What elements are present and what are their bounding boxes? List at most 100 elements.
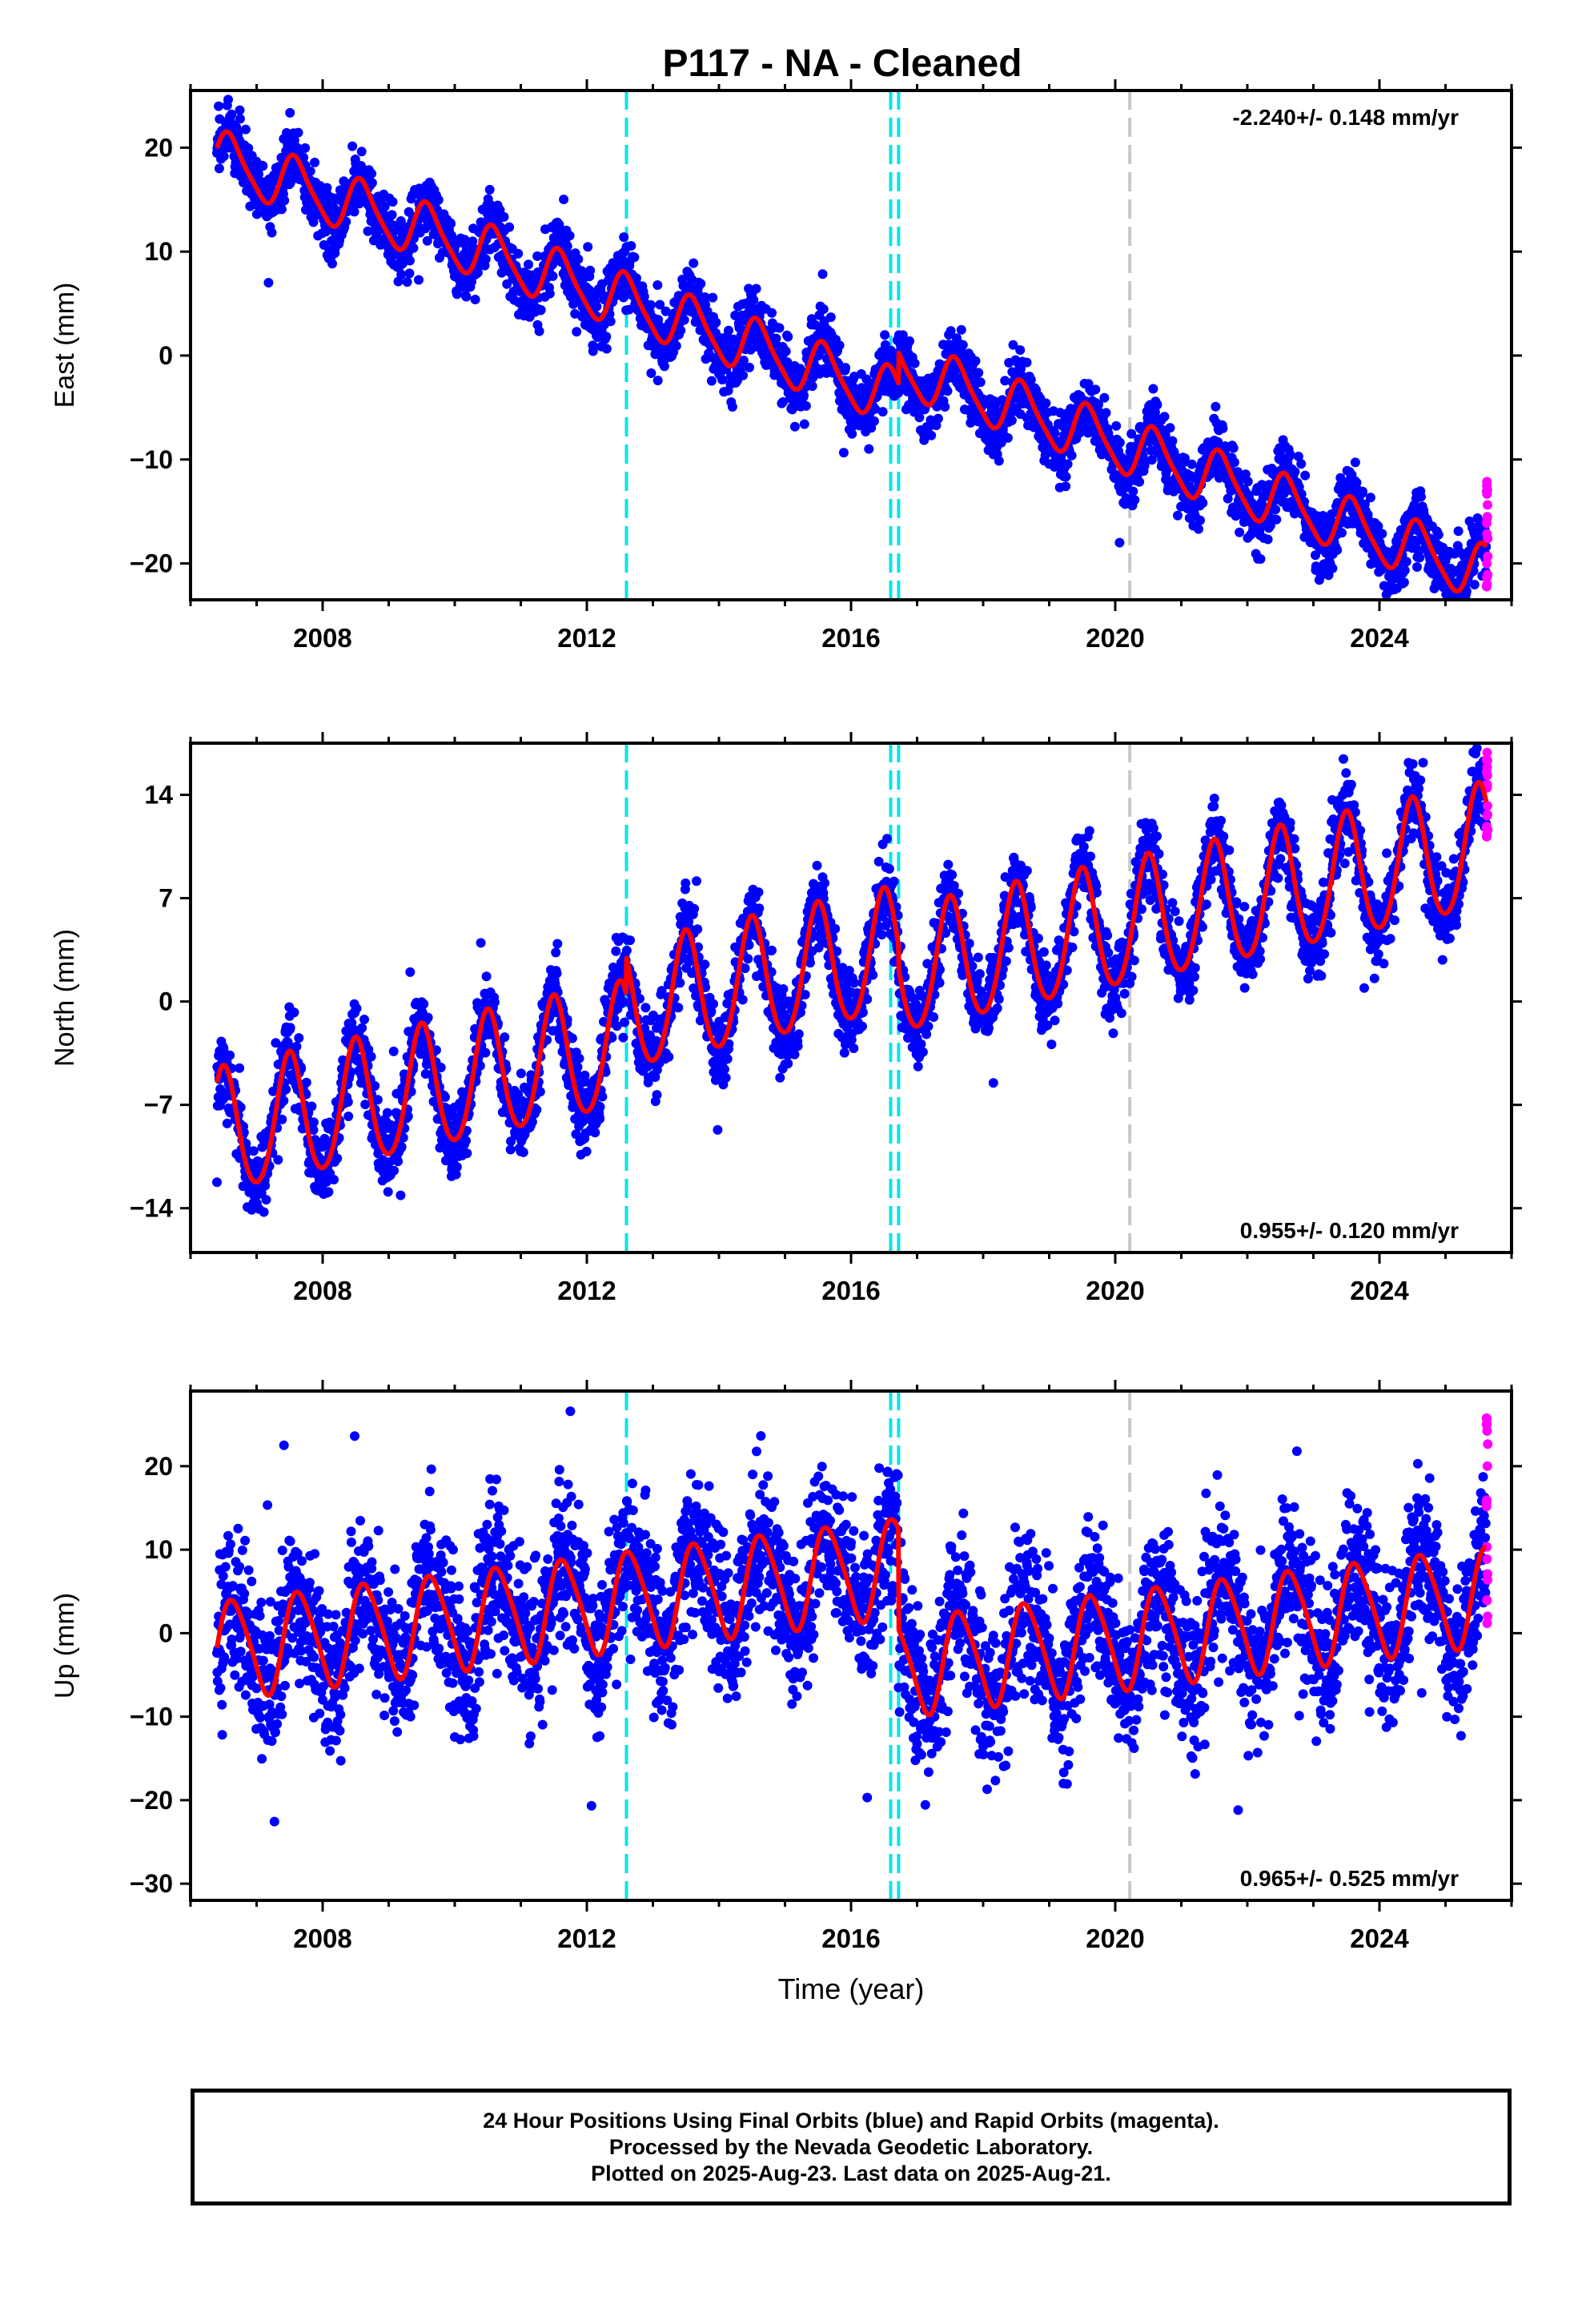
data-point	[583, 242, 593, 252]
data-point	[532, 1104, 542, 1115]
data-point	[240, 124, 251, 135]
data-point	[214, 101, 224, 111]
data-point	[717, 375, 728, 385]
data-point	[294, 1033, 304, 1043]
data-point	[277, 1114, 287, 1124]
data-point	[646, 300, 656, 310]
x-tick-label: 2012	[557, 623, 616, 653]
data-point	[1159, 412, 1170, 422]
data-point	[619, 232, 629, 243]
data-point	[476, 938, 486, 948]
data-point	[276, 204, 287, 215]
data-point	[738, 370, 749, 380]
data-point	[470, 295, 480, 304]
data-point	[532, 251, 543, 261]
x-tick-label: 2008	[293, 623, 351, 653]
data-point	[975, 377, 986, 388]
data-point	[1446, 610, 1456, 620]
data-point	[396, 269, 407, 279]
data-point	[347, 141, 358, 151]
data-point	[273, 1155, 283, 1165]
y-tick-label: 20	[144, 133, 173, 162]
data-point	[676, 325, 686, 336]
data-point	[1173, 510, 1182, 521]
data-point	[499, 211, 509, 222]
data-point	[219, 151, 229, 162]
data-point	[708, 292, 718, 303]
data-point	[472, 267, 483, 278]
data-point	[260, 1180, 271, 1191]
data-point	[1255, 554, 1266, 564]
data-point	[551, 947, 561, 958]
data-point	[293, 127, 303, 138]
data-point	[1416, 492, 1426, 502]
data-point	[1443, 613, 1452, 623]
final-orbit-points	[212, 94, 1492, 623]
data-point	[933, 413, 943, 424]
data-point	[1453, 526, 1464, 537]
data-point	[1271, 514, 1282, 525]
data-point	[446, 219, 456, 229]
data-point	[285, 107, 295, 118]
data-point	[460, 235, 470, 245]
data-point	[259, 1207, 269, 1217]
data-point	[382, 1108, 392, 1118]
data-point	[301, 1077, 311, 1088]
data-point	[214, 163, 224, 174]
data-point	[261, 1195, 271, 1205]
data-point	[1337, 528, 1347, 538]
data-point	[801, 400, 811, 411]
data-point	[1451, 601, 1460, 611]
data-point	[536, 305, 546, 315]
data-point	[655, 300, 665, 310]
data-point	[1332, 545, 1343, 555]
data-point	[462, 1148, 472, 1159]
data-point	[548, 271, 558, 281]
data-point	[396, 1190, 406, 1200]
data-point	[480, 254, 491, 264]
data-point	[516, 1068, 526, 1079]
data-point	[838, 448, 849, 458]
data-point	[706, 376, 717, 386]
data-point	[877, 407, 888, 417]
data-point	[730, 310, 741, 320]
data-point	[1415, 553, 1425, 563]
data-point	[248, 1146, 259, 1156]
data-point	[291, 1041, 302, 1051]
data-point	[1114, 437, 1125, 448]
data-point	[652, 376, 663, 386]
data-point	[468, 236, 478, 247]
data-point	[1026, 375, 1036, 385]
data-point	[1285, 449, 1295, 460]
data-point	[281, 1084, 291, 1095]
data-point	[235, 114, 245, 124]
data-point	[1167, 436, 1178, 446]
data-point	[570, 308, 580, 319]
plot-area	[212, 90, 1493, 623]
y-tick-label: 10	[144, 237, 173, 266]
data-point	[1194, 524, 1203, 534]
data-point	[227, 109, 237, 119]
data-point	[1243, 476, 1253, 487]
data-point	[1114, 537, 1125, 548]
data-point	[307, 1101, 317, 1112]
data-point	[263, 278, 274, 287]
chart-title: P117 - NA - Cleaned	[662, 42, 1022, 85]
rapid-orbit-points	[1481, 476, 1493, 592]
rapid-point	[1482, 581, 1492, 592]
data-point	[251, 209, 262, 219]
data-point	[480, 1047, 491, 1058]
data-point	[1365, 493, 1375, 503]
data-point	[534, 326, 544, 336]
x-tick-label: 2016	[821, 623, 880, 653]
data-point	[745, 362, 754, 372]
data-point	[841, 363, 850, 373]
data-point	[404, 255, 415, 266]
data-point	[419, 999, 429, 1009]
data-point	[588, 346, 598, 356]
data-point	[422, 235, 432, 246]
data-point	[308, 1117, 319, 1128]
data-point	[405, 967, 416, 977]
